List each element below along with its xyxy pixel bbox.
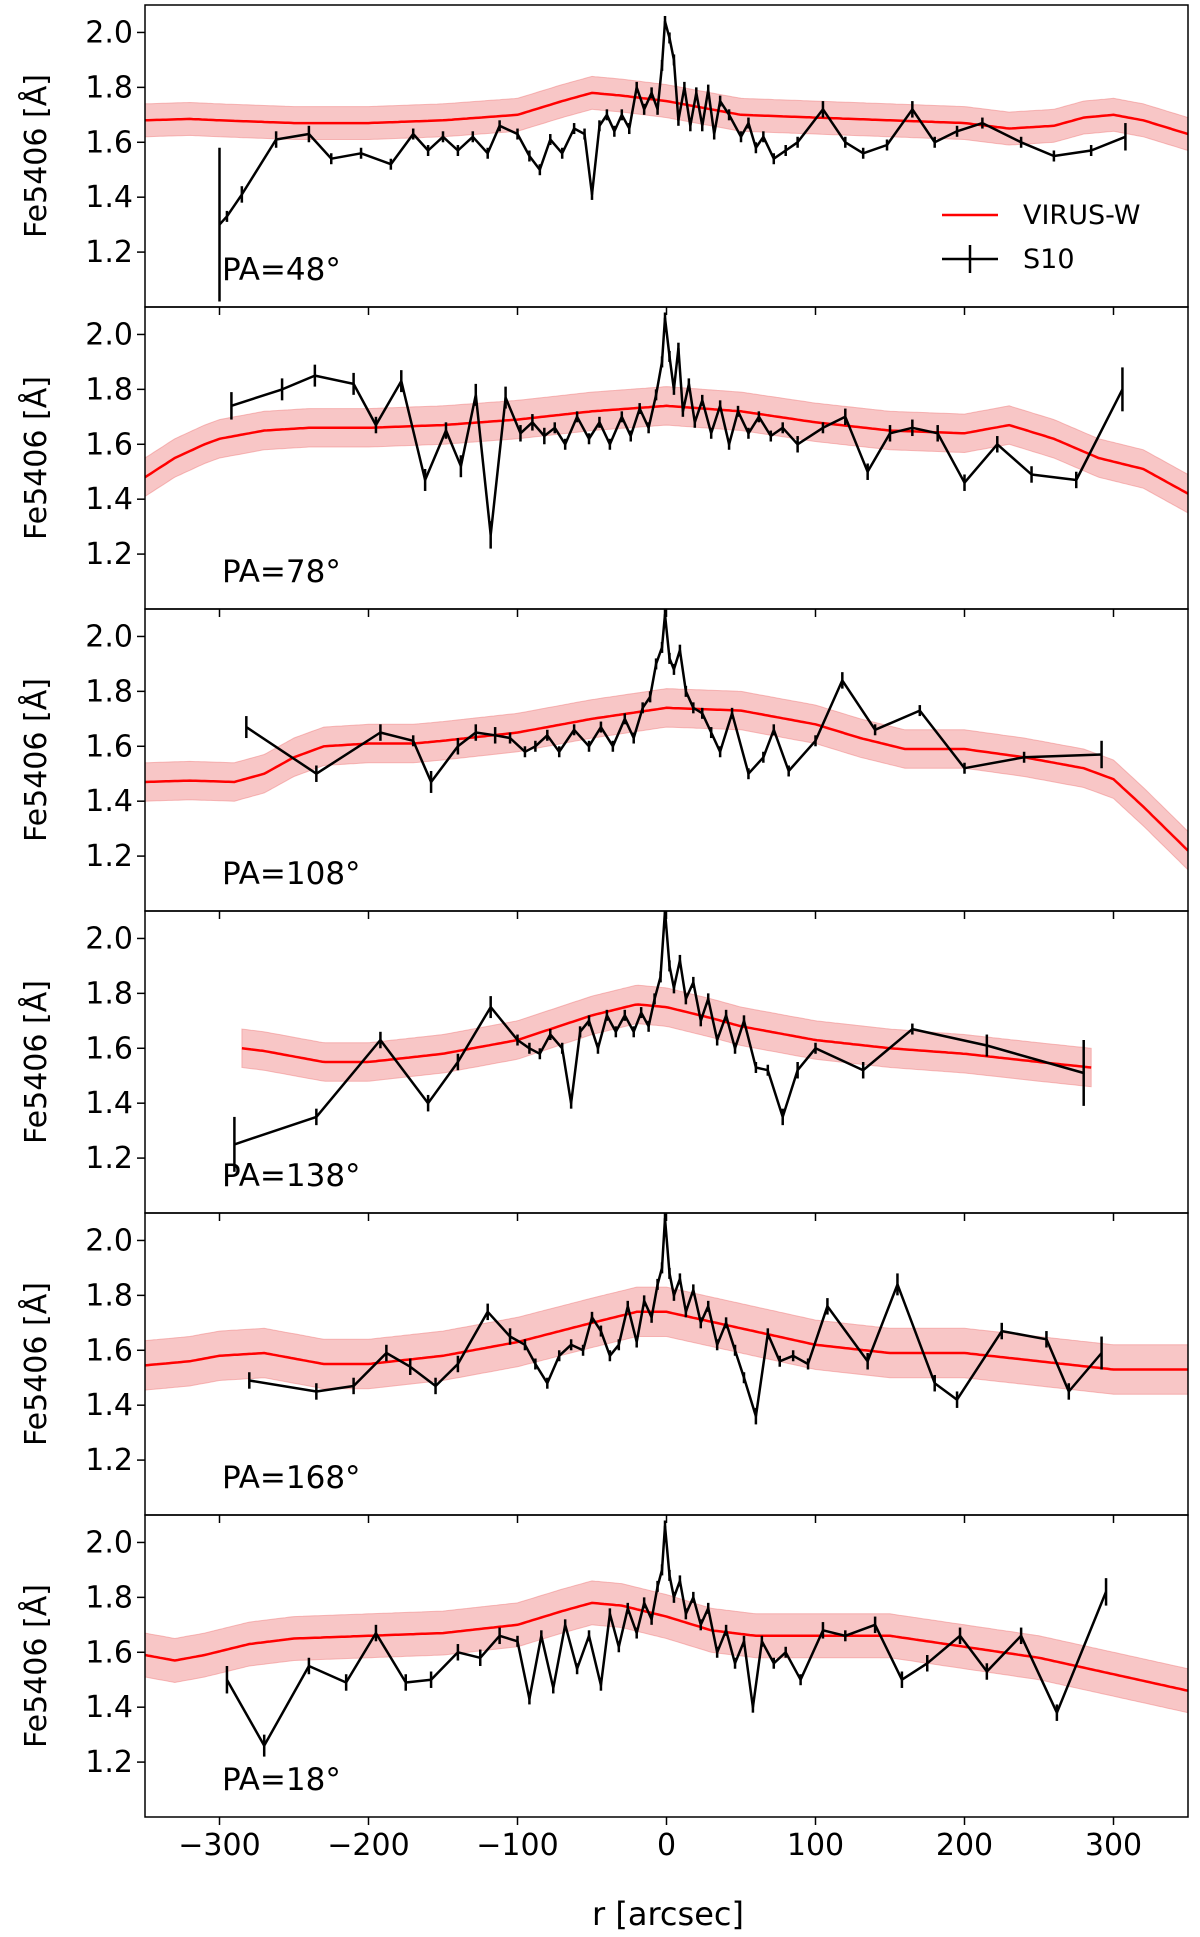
x-tick-label: 300: [1085, 1828, 1142, 1863]
panel-plot-area: [145, 312, 1188, 549]
y-tick-label: 1.6: [85, 1333, 133, 1368]
y-tick-label: 1.4: [85, 1086, 133, 1121]
panel-6: 1.2 1.4 1.6 1.8 2.0 −300 −200 −100 0 100 200 300 Fe5…: [18, 1514, 1189, 1863]
legend: VIRUS-W S10: [942, 200, 1140, 275]
model-line: [145, 1310, 1188, 1371]
data-line: [218, 20, 1126, 226]
y-tick-label: 1.6: [85, 427, 133, 462]
y-tick-label: 1.2: [85, 1745, 133, 1780]
legend-label-s10: S10: [1023, 244, 1075, 275]
model-line: [145, 706, 1188, 852]
y-tick-label: 2.0: [85, 317, 133, 352]
y-tick-label: 1.2: [85, 1141, 133, 1176]
panel-plot-area: [145, 1213, 1188, 1425]
x-tick-label: 200: [936, 1828, 993, 1863]
data-line: [245, 613, 1102, 784]
model-band: [145, 688, 1188, 871]
y-tick-label: 1.8: [85, 70, 133, 105]
x-tick-label: 100: [787, 1828, 844, 1863]
y-tick-label: 1.4: [85, 784, 133, 819]
y-tick-label: 1.8: [85, 372, 133, 407]
x-tick-label: 0: [657, 1828, 676, 1863]
y-tick-label: 1.6: [85, 729, 133, 764]
y-tick-label: 1.4: [85, 482, 133, 517]
model-band: [145, 1580, 1188, 1714]
y-tick-label: 1.6: [85, 1635, 133, 1670]
x-tick-label: −100: [476, 1828, 558, 1863]
y-axis-label: Fe5406 [Å]: [18, 376, 54, 540]
y-tick-label: 1.2: [85, 537, 133, 572]
y-tick-label: 2.0: [85, 921, 133, 956]
panel-pa-label: PA=168°: [222, 1460, 361, 1496]
panel-2: 1.2 1.4 1.6 1.8 2.0 Fe5406 [Å] PA=78°: [18, 306, 1189, 617]
model-band: [145, 386, 1188, 514]
y-tick-label: 1.6: [85, 1031, 133, 1066]
panel-4: 1.2 1.4 1.6 1.8 2.0 Fe5406 [Å] PA=138°: [18, 910, 1189, 1221]
model-band: [241, 984, 1092, 1088]
y-axis-label: Fe5406 [Å]: [18, 980, 54, 1144]
panel-plot-area: [145, 609, 1188, 871]
y-axis-label: Fe5406 [Å]: [18, 74, 54, 238]
data-line: [234, 911, 1085, 1146]
panel-plot-area: [145, 1520, 1188, 1757]
panel-pa-label: PA=18°: [222, 1762, 341, 1798]
y-tick-label: 1.8: [85, 976, 133, 1011]
y-tick-label: 1.8: [85, 1278, 133, 1313]
model-line: [241, 1003, 1092, 1069]
panel-pa-label: PA=108°: [222, 856, 361, 892]
model-band: [145, 1286, 1188, 1395]
x-axis-label: r [arcsec]: [592, 1895, 744, 1933]
y-tick-label: 2.0: [85, 1525, 133, 1560]
x-tick-label: −300: [178, 1828, 260, 1863]
x-tick-label: −200: [327, 1828, 409, 1863]
y-tick-label: 1.4: [85, 1690, 133, 1725]
y-tick-label: 2.0: [85, 1223, 133, 1258]
model-line: [145, 1601, 1188, 1692]
y-axis-label: Fe5406 [Å]: [18, 1584, 54, 1748]
legend-label-virus-w: VIRUS-W: [1023, 200, 1140, 231]
y-tick-label: 1.8: [85, 674, 133, 709]
y-tick-label: 1.4: [85, 1388, 133, 1423]
y-tick-label: 2.0: [85, 15, 133, 50]
panel-1: 1.2 1.4 1.6 1.8 2.0 Fe5406 [Å] PA=48°: [18, 4, 1189, 315]
y-tick-label: 2.0: [85, 619, 133, 654]
panel-5: 1.2 1.4 1.6 1.8 2.0 Fe5406 [Å] PA=168°: [18, 1212, 1189, 1523]
y-tick-label: 1.4: [85, 180, 133, 215]
panel-pa-label: PA=48°: [222, 252, 341, 288]
model-line: [145, 404, 1188, 495]
y-tick-label: 1.2: [85, 839, 133, 874]
y-tick-label: 1.2: [85, 1443, 133, 1478]
model-line: [145, 91, 1188, 136]
y-tick-label: 1.8: [85, 1580, 133, 1615]
model-band: [145, 75, 1188, 152]
panel-plot-area: [233, 911, 1092, 1172]
panel-3: 1.2 1.4 1.6 1.8 2.0 Fe5406 [Å] PA=108°: [18, 608, 1189, 919]
panel-pa-label: PA=78°: [222, 554, 341, 590]
panel-plot-area: [145, 15, 1188, 302]
y-tick-label: 1.6: [85, 125, 133, 160]
y-axis-label: Fe5406 [Å]: [18, 1282, 54, 1446]
y-tick-label: 1.2: [85, 235, 133, 270]
y-axis-label: Fe5406 [Å]: [18, 678, 54, 842]
panel-pa-label: PA=138°: [222, 1158, 361, 1194]
